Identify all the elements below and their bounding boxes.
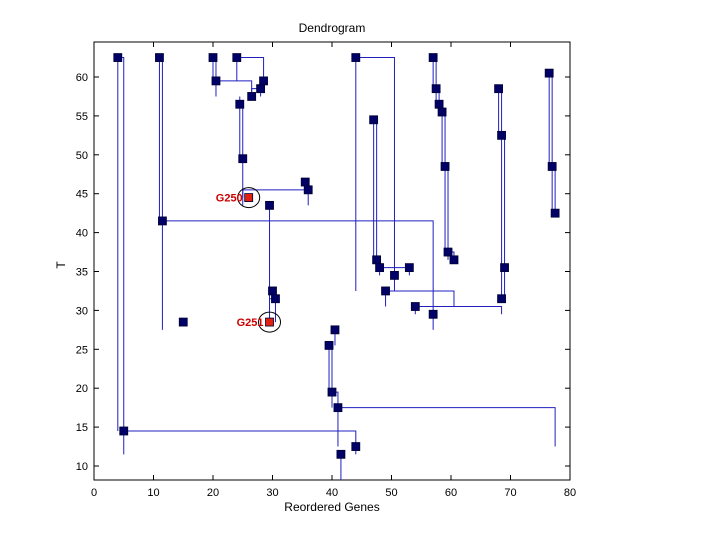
node-marker <box>256 84 266 94</box>
node-marker <box>500 263 509 273</box>
node-marker <box>550 208 560 218</box>
dendrogram-link <box>236 57 265 81</box>
x-tick-label: 50 <box>385 487 397 499</box>
y-axis-title: T <box>54 261 68 269</box>
node-marker <box>327 387 337 397</box>
node-marker <box>330 325 340 335</box>
y-tick-label: 40 <box>76 228 88 240</box>
y-tick-label: 55 <box>76 111 88 123</box>
node-marker <box>324 341 334 350</box>
node-marker <box>155 53 164 62</box>
node-marker <box>544 68 554 78</box>
dendrogram-link <box>242 189 309 206</box>
node-marker <box>351 53 361 62</box>
node-marker <box>381 286 390 296</box>
y-tick-label: 30 <box>76 305 88 317</box>
highlight-circle <box>258 311 282 333</box>
y-tick-label: 10 <box>76 461 88 473</box>
x-tick-label: 0 <box>91 487 97 499</box>
node-marker <box>410 302 420 311</box>
node-marker <box>390 270 399 280</box>
node-marker <box>404 263 414 273</box>
node-layer <box>113 53 560 459</box>
y-tick-label: 45 <box>76 189 88 201</box>
highlighted-node-marker <box>265 317 274 327</box>
x-tick-label: 60 <box>445 487 457 499</box>
node-marker <box>336 449 346 459</box>
y-tick-label: 20 <box>76 383 88 395</box>
node-marker <box>497 130 506 140</box>
node-marker <box>494 84 504 94</box>
highlight-layer: G250 G251 <box>216 187 282 333</box>
node-marker <box>268 286 277 296</box>
dendrogram-link <box>385 290 455 307</box>
y-tick-label: 15 <box>76 422 88 434</box>
x-tick-label: 80 <box>564 487 576 499</box>
x-tick-label: 30 <box>266 487 278 499</box>
node-marker <box>238 154 248 164</box>
node-marker <box>333 403 343 413</box>
node-marker <box>300 177 310 187</box>
node-marker <box>375 263 385 273</box>
node-marker <box>443 247 453 257</box>
axes-layer: 0 10 20 30 40 50 60 70 80 10 15 20 25 30 35 40 45 50 55 60 <box>76 42 576 499</box>
node-marker <box>303 185 313 195</box>
node-marker <box>449 255 459 265</box>
node-marker <box>428 53 438 62</box>
y-tick-label: 35 <box>76 267 88 279</box>
highlighted-node-marker <box>244 193 254 202</box>
x-tick-label: 70 <box>504 487 516 499</box>
node-marker <box>235 99 245 109</box>
dendrogram-link <box>337 407 556 447</box>
highlight-gene-label: G250 <box>216 193 243 205</box>
node-marker <box>208 53 218 62</box>
x-axis-title: Reordered Genes <box>284 500 379 514</box>
node-marker <box>211 76 221 86</box>
chart-title: Dendrogram <box>299 21 366 35</box>
node-marker <box>497 294 506 304</box>
x-tick-label: 40 <box>326 487 338 499</box>
dendrogram-link <box>161 220 434 330</box>
node-marker <box>247 92 257 101</box>
dendrogram-link <box>355 57 395 291</box>
node-marker <box>271 294 280 304</box>
x-tick-label: 20 <box>207 487 219 499</box>
dendrogram-link <box>215 80 253 97</box>
node-marker <box>265 200 274 210</box>
node-marker <box>369 115 379 125</box>
node-marker <box>259 76 268 86</box>
node-marker <box>178 317 188 327</box>
node-marker <box>434 99 444 109</box>
node-marker <box>428 309 438 319</box>
node-marker <box>372 255 382 265</box>
node-marker <box>113 53 123 62</box>
y-tick-label: 50 <box>76 150 88 162</box>
highlight-gene-label: G251 <box>237 317 264 329</box>
node-marker <box>547 162 557 171</box>
y-tick-label: 60 <box>76 72 88 84</box>
node-marker <box>158 216 167 226</box>
x-tick-label: 10 <box>147 487 159 499</box>
highlight-circle <box>237 187 261 209</box>
node-marker <box>437 107 447 117</box>
y-tick-label: 25 <box>76 344 88 356</box>
node-marker <box>232 53 242 62</box>
node-marker <box>440 162 450 171</box>
node-marker <box>351 442 361 451</box>
node-marker <box>431 84 441 94</box>
node-marker <box>119 426 129 436</box>
